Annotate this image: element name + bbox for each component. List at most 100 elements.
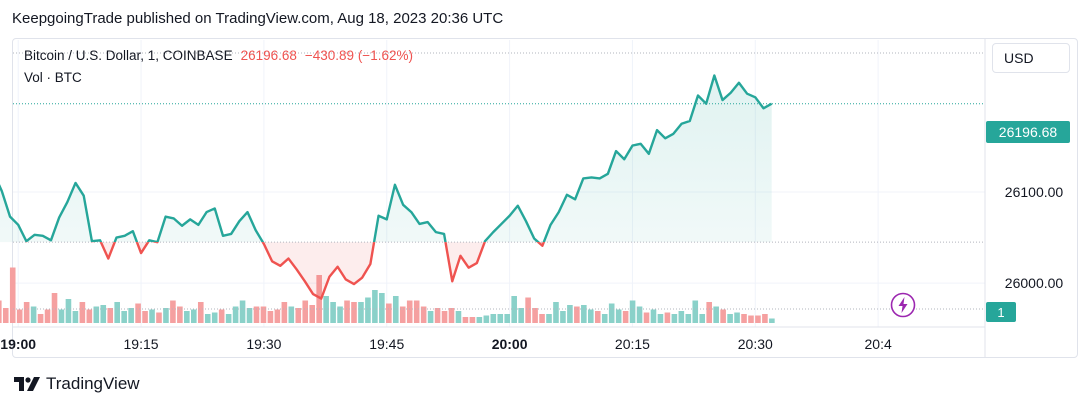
- volume-bar: [337, 306, 343, 323]
- volume-bar: [455, 311, 462, 323]
- volume-bar: [685, 314, 692, 323]
- volume-bar: [664, 312, 671, 323]
- symbol-title[interactable]: Bitcoin / U.S. Dollar, 1, COINBASE: [24, 48, 233, 63]
- volume-bar: [629, 300, 636, 323]
- volume-bar: [713, 306, 719, 323]
- volume-bar: [601, 314, 608, 323]
- last-price: 26196.68: [240, 48, 297, 63]
- volume-bar: [23, 302, 30, 323]
- volume-bar: [365, 297, 371, 323]
- volume-bar: [184, 311, 190, 323]
- volume-bar: [671, 314, 678, 323]
- volume-bar: [79, 302, 86, 323]
- volume-bar: [253, 306, 260, 323]
- time-axis-label: 19:45: [369, 336, 404, 352]
- time-axis-label: 20:30: [738, 336, 773, 352]
- volume-bar: [434, 308, 441, 323]
- volume-bar: [260, 306, 267, 323]
- currency-button[interactable]: USD: [992, 43, 1070, 73]
- volume-bar: [16, 309, 23, 323]
- chart-frame: [12, 38, 1078, 358]
- tradingview-logo[interactable]: TradingView: [14, 374, 140, 394]
- volume-bar: [406, 300, 413, 323]
- volume-bar: [211, 312, 218, 323]
- volume-bar: [518, 308, 524, 323]
- volume-bar: [135, 303, 141, 323]
- volume-bar: [86, 309, 93, 323]
- price-axis-label: 26000.00: [1005, 275, 1064, 291]
- volume-bar: [191, 309, 197, 323]
- volume-bar: [114, 302, 120, 323]
- volume-bar: [93, 306, 100, 323]
- volume-bar: [65, 299, 72, 323]
- lightning-icon[interactable]: [890, 292, 916, 318]
- volume-bar: [497, 314, 504, 323]
- volume-bar: [469, 317, 476, 323]
- volume-bar: [567, 305, 573, 323]
- volume-bar: [204, 314, 211, 323]
- volume-bar: [448, 308, 455, 323]
- volume-bar: [177, 306, 183, 323]
- volume-bar: [706, 302, 712, 323]
- volume-bar: [274, 309, 281, 323]
- volume-bar: [44, 309, 51, 323]
- volume-bar: [142, 311, 148, 323]
- volume-bar: [734, 312, 740, 323]
- publish-info: KeepgoingTrade published on TradingView.…: [12, 10, 504, 27]
- time-axis-label: 19:30: [246, 336, 281, 352]
- volume-bar: [399, 306, 406, 323]
- volume-bar: [532, 308, 538, 323]
- volume-bar: [699, 314, 706, 323]
- volume-bar: [476, 317, 483, 323]
- price-axis-label: 26100.00: [1005, 184, 1064, 200]
- volume-bar: [344, 300, 350, 323]
- volume-bar: [441, 311, 448, 323]
- volume-bar: [386, 303, 392, 323]
- volume-bar: [546, 314, 552, 323]
- price-line-below-baseline: [25, 242, 546, 300]
- volume-bar: [170, 300, 176, 323]
- volume-bar: [267, 311, 274, 323]
- volume-bar: [490, 314, 497, 323]
- volume-bar: [288, 306, 295, 323]
- volume-bar: [504, 314, 511, 323]
- volume-bar: [615, 309, 622, 323]
- volume-bar: [560, 311, 566, 323]
- volume-bar: [483, 315, 490, 323]
- volume-bar: [581, 305, 587, 323]
- time-axis-label: 20:4: [865, 336, 892, 352]
- volume-bar: [149, 309, 155, 323]
- last-price-badge: 26196.68: [986, 121, 1070, 143]
- volume-bar: [218, 309, 225, 323]
- tradingview-logo-icon: [14, 377, 40, 391]
- volume-label[interactable]: Vol · BTC: [24, 70, 82, 85]
- volume-bar: [392, 296, 399, 323]
- volume-bar: [295, 308, 302, 323]
- volume-bar: [246, 308, 253, 323]
- volume-bar: [462, 317, 469, 323]
- volume-bar: [30, 306, 37, 323]
- volume-bar: [650, 309, 657, 323]
- volume-bar: [316, 275, 322, 323]
- chart-legend: Bitcoin / U.S. Dollar, 1, COINBASE 26196.…: [24, 48, 413, 63]
- volume-bar: [281, 302, 288, 323]
- volume-bar: [302, 300, 309, 323]
- volume-bar: [594, 311, 601, 323]
- volume-bar: [769, 318, 775, 323]
- time-axis-label: 20:00: [492, 336, 528, 352]
- volume-bar: [379, 293, 385, 323]
- volume-bar: [309, 305, 316, 323]
- price-change: −430.89 (−1.62%): [304, 48, 413, 63]
- volume-bar: [100, 305, 107, 323]
- volume-bar: [72, 311, 79, 323]
- volume-bar: [427, 311, 434, 323]
- time-axis-label: 19:15: [124, 336, 159, 352]
- volume-bar: [358, 302, 364, 323]
- volume-bar: [587, 309, 594, 323]
- volume-bar: [330, 302, 336, 323]
- volume-bar: [372, 290, 378, 323]
- volume-bar: [525, 297, 531, 323]
- volume-bar: [37, 314, 44, 323]
- volume-bar: [156, 312, 162, 323]
